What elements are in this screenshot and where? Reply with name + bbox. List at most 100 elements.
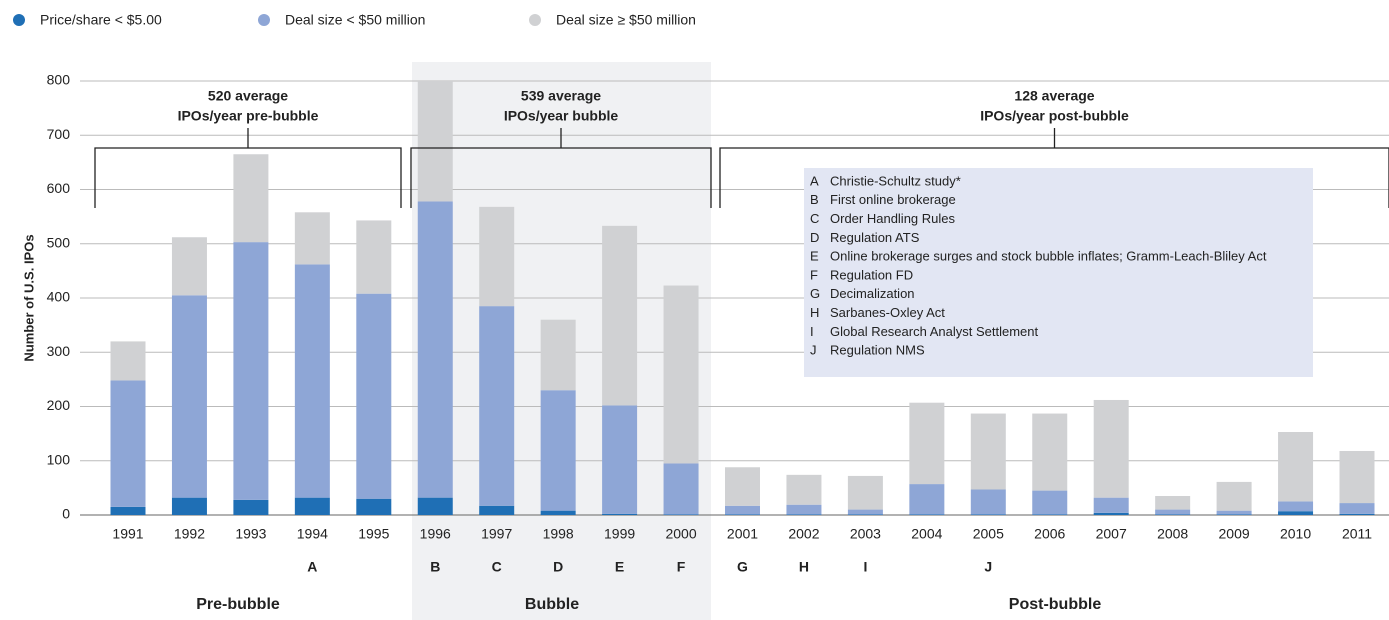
bar-segment — [970, 514, 1006, 515]
bar-segment — [1339, 513, 1375, 515]
bar-segment — [233, 154, 269, 243]
key-text: Decimalization — [830, 286, 915, 301]
y-tick-label: 0 — [62, 506, 70, 522]
legend-swatch — [529, 14, 541, 26]
bar-segment — [602, 225, 638, 406]
x-tick-label: 2011 — [1342, 526, 1372, 542]
key-text: Regulation NMS — [830, 343, 925, 358]
bar-segment — [663, 514, 699, 515]
key-text: Order Handling Rules — [830, 211, 956, 226]
bar-segment — [233, 242, 269, 500]
event-letter: A — [307, 559, 317, 575]
bar-segment — [417, 81, 453, 202]
bar-segment — [417, 201, 453, 498]
bar-segment — [1278, 431, 1314, 502]
bar-segment — [294, 212, 330, 265]
bar-segment — [1216, 514, 1252, 515]
bar-segment — [110, 506, 146, 515]
bar-segment — [786, 504, 822, 515]
period-name: Pre-bubble — [196, 596, 280, 613]
legend-label: Deal size ≥ $50 million — [556, 12, 696, 28]
event-letter: B — [430, 559, 440, 575]
event-letter: C — [492, 559, 502, 575]
key-letter: E — [810, 249, 819, 264]
bar-segment — [909, 484, 945, 515]
key-text: Online brokerage surges and stock bubble… — [830, 249, 1267, 264]
bar-segment — [847, 475, 883, 510]
period-name: Post-bubble — [1009, 596, 1102, 613]
bar-segment — [663, 285, 699, 464]
bar-segment — [786, 474, 822, 505]
bar-segment — [1093, 497, 1129, 513]
x-tick-label: 1994 — [297, 526, 328, 542]
period-annotation: IPOs/year pre-bubble — [178, 108, 319, 124]
period-annotation: 539 average — [521, 88, 601, 104]
bar-segment — [356, 293, 392, 499]
event-letter: I — [863, 559, 867, 575]
bar-segment — [1155, 496, 1191, 510]
key-text: Global Research Analyst Settlement — [830, 324, 1038, 339]
key-letter: F — [810, 267, 818, 282]
bar-segment — [110, 380, 146, 507]
legend-swatch — [13, 14, 25, 26]
period-name: Bubble — [525, 596, 579, 613]
bar-segment — [1278, 501, 1314, 512]
key-letter: C — [810, 211, 819, 226]
bar-segment — [725, 467, 760, 506]
x-tick-label: 2000 — [665, 526, 696, 542]
x-tick-label: 2004 — [911, 526, 942, 542]
bar-segment — [725, 514, 760, 515]
key-letter: J — [810, 343, 817, 358]
x-tick-label: 2005 — [973, 526, 1004, 542]
x-tick-label: 1996 — [420, 526, 451, 542]
bar-segment — [171, 497, 207, 515]
bar-segment — [786, 514, 822, 515]
bar-segment — [479, 505, 515, 515]
bracket — [719, 128, 1389, 208]
bar-segment — [1339, 450, 1375, 504]
bar-segment — [540, 319, 576, 391]
key-letter: I — [810, 324, 814, 339]
key-text: Regulation FD — [830, 267, 913, 282]
x-tick-label: 2009 — [1219, 526, 1250, 542]
bar-segment — [1032, 413, 1068, 491]
period-annotation: 520 average — [208, 88, 288, 104]
bar-segment — [1093, 512, 1129, 515]
bar-segment — [1155, 514, 1191, 515]
key-letter: H — [810, 305, 819, 320]
bar-segment — [1339, 503, 1375, 514]
y-tick-label: 300 — [47, 343, 71, 359]
bar-segment — [294, 264, 330, 498]
x-tick-label: 1992 — [174, 526, 205, 542]
bar-segment — [171, 237, 207, 296]
event-letter: F — [677, 559, 686, 575]
y-tick-label: 700 — [47, 126, 71, 142]
event-letter: H — [799, 559, 809, 575]
y-tick-label: 600 — [47, 180, 71, 196]
bar-segment — [233, 499, 269, 515]
period-annotation: 128 average — [1014, 88, 1094, 104]
bar-segment — [1032, 490, 1068, 515]
bar-segment — [294, 497, 330, 515]
bar-segment — [356, 220, 392, 294]
y-tick-label: 400 — [47, 289, 71, 305]
key-text: Christie-Schultz study* — [830, 173, 961, 188]
bar-segment — [970, 489, 1006, 515]
x-tick-label: 2008 — [1157, 526, 1188, 542]
bar-segment — [110, 341, 146, 381]
key-text: Sarbanes-Oxley Act — [830, 305, 945, 320]
period-annotation: IPOs/year post-bubble — [980, 108, 1129, 124]
legend-label: Deal size < $50 million — [285, 12, 425, 28]
bar-segment — [970, 413, 1006, 490]
bar-segment — [1216, 481, 1252, 511]
x-tick-label: 1998 — [543, 526, 574, 542]
event-letter: D — [553, 559, 563, 575]
bracket — [410, 128, 712, 208]
period-annotation: IPOs/year bubble — [504, 108, 619, 124]
bar-segment — [909, 514, 945, 515]
legend-label: Price/share < $5.00 — [40, 12, 162, 28]
bar-segment — [909, 402, 945, 485]
bar-segment — [602, 513, 638, 515]
x-tick-label: 1995 — [358, 526, 389, 542]
